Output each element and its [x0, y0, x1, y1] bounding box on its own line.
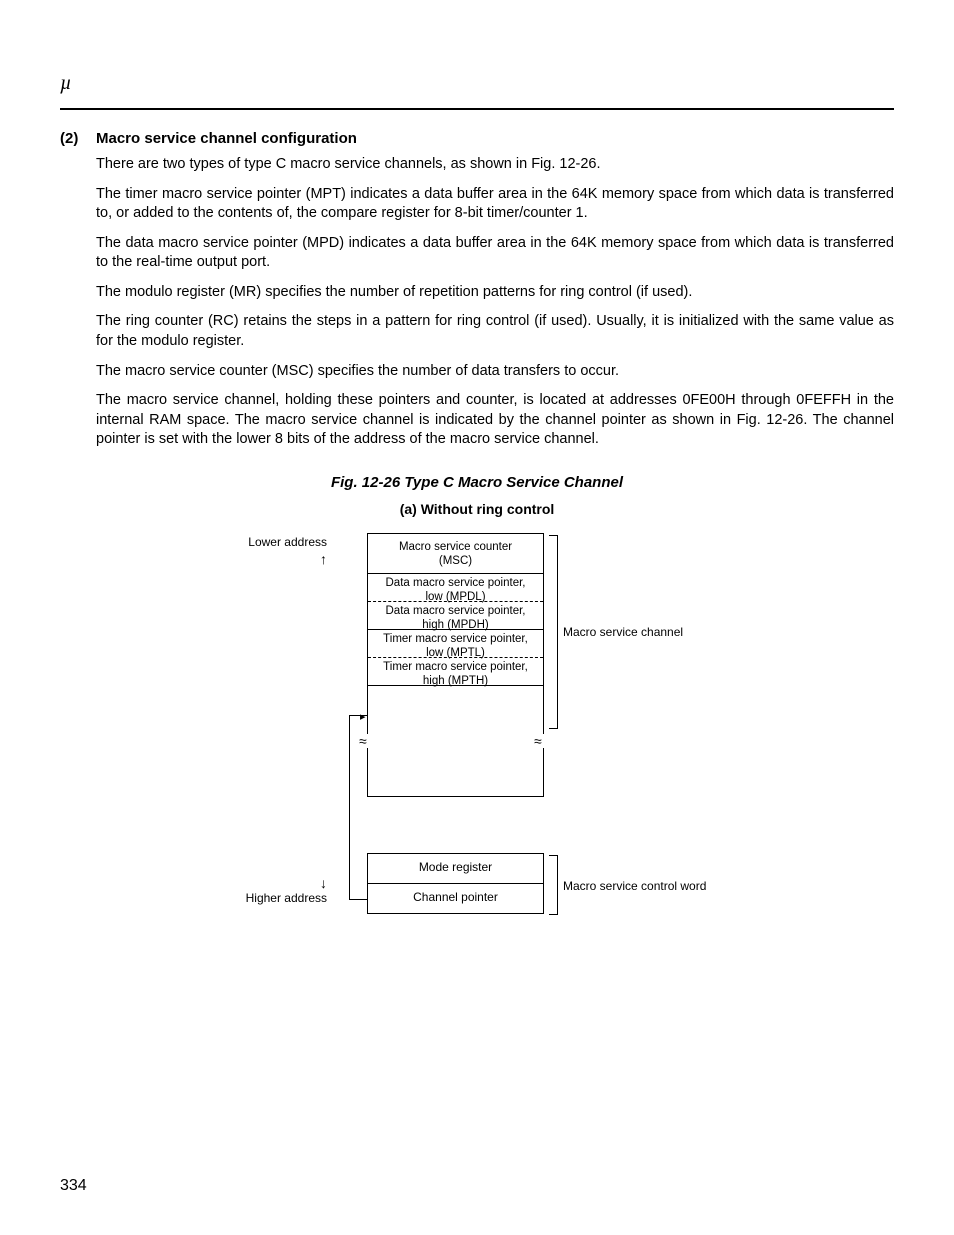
- cell-text: Data macro service pointer,: [386, 577, 526, 589]
- page: µ (2)Macro service channel configuration…: [0, 0, 954, 1235]
- cell-text: Macro service counter: [399, 541, 512, 553]
- section-heading: (2)Macro service channel configuration: [60, 130, 894, 147]
- cell-text: (MSC): [439, 555, 472, 567]
- cell-text: Timer macro service pointer,: [383, 661, 528, 673]
- control-word-block: Mode register Channel pointer: [367, 853, 544, 914]
- cell-msc: Macro service counter (MSC): [368, 534, 543, 574]
- diagram-container: Lower address ↑ Higher address ↓ Macro s…: [60, 533, 894, 933]
- cell-channel-pointer: Channel pointer: [368, 884, 543, 914]
- diagram: Lower address ↑ Higher address ↓ Macro s…: [197, 533, 757, 933]
- header-mu: µ: [60, 72, 72, 95]
- wave-break-icon: ≈: [359, 734, 377, 748]
- pointer-line: [349, 715, 350, 899]
- memory-gap: ≈ ≈: [368, 686, 543, 797]
- section-title: Macro service channel configuration: [96, 130, 357, 147]
- paragraph: The ring counter (RC) retains the steps …: [96, 312, 894, 351]
- brace-icon: [549, 535, 558, 729]
- arrow-up-icon: ↑: [283, 551, 327, 567]
- cell-text: Timer macro service pointer,: [383, 633, 528, 645]
- cell-mptl: Timer macro service pointer, low (MPTL): [368, 630, 543, 658]
- memory-stack: Macro service counter (MSC) Data macro s…: [367, 533, 544, 797]
- cell-mpdh: Data macro service pointer, high (MPDH): [368, 602, 543, 630]
- section-number: (2): [60, 130, 96, 147]
- paragraph: The timer macro service pointer (MPT) in…: [96, 185, 894, 224]
- arrow-down-icon: ↓: [283, 875, 327, 891]
- lower-address-label: Lower address: [197, 535, 327, 549]
- paragraph: The data macro service pointer (MPD) ind…: [96, 234, 894, 273]
- cell-mpdl: Data macro service pointer, low (MPDL): [368, 574, 543, 602]
- brace-label-channel: Macro service channel: [563, 625, 683, 639]
- header-rule: [60, 108, 894, 110]
- paragraph: The macro service channel, holding these…: [96, 391, 894, 450]
- cell-mpth: Timer macro service pointer, high (MPTH): [368, 658, 543, 686]
- cell-mode-register: Mode register: [368, 854, 543, 884]
- figure-subtitle: (a) Without ring control: [60, 501, 894, 517]
- pointer-arrow-icon: ▸: [360, 710, 366, 723]
- page-number: 334: [60, 1177, 87, 1195]
- paragraph: The macro service counter (MSC) specifie…: [96, 362, 894, 382]
- paragraph: There are two types of type C macro serv…: [96, 155, 894, 175]
- figure-title: Fig. 12-26 Type C Macro Service Channel: [60, 474, 894, 491]
- cell-text: Data macro service pointer,: [386, 605, 526, 617]
- brace-icon: [549, 855, 558, 915]
- brace-label-control-word: Macro service control word: [563, 879, 706, 893]
- wave-break-icon: ≈: [534, 734, 552, 748]
- pointer-line: [349, 899, 367, 900]
- higher-address-label: Higher address: [197, 891, 327, 905]
- paragraph: The modulo register (MR) specifies the n…: [96, 283, 894, 303]
